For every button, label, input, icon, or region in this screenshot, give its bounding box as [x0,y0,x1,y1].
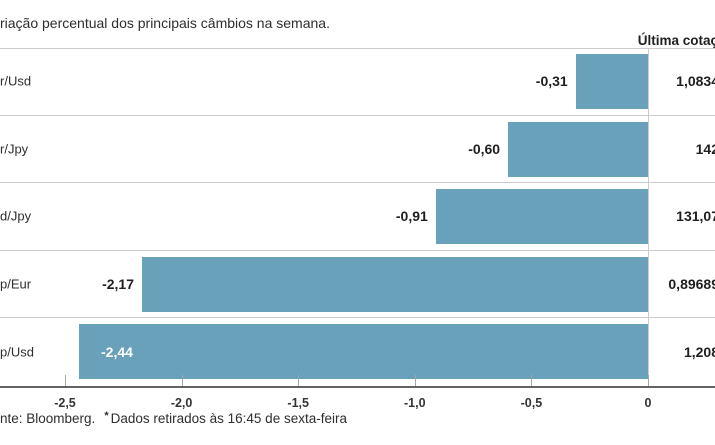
x-axis-tick-label: -1,0 [404,396,426,410]
chart-row-eur-jpy: r/Jpy -0,60 142 [0,116,715,184]
x-axis-tick [531,375,533,386]
x-axis-tick-label: -2,5 [54,396,76,410]
asterisk-marker: * [104,410,109,422]
bar-value-label: -2,44 [101,344,133,361]
bar-usd-jpy [435,189,648,245]
last-quote-value: 1,208 [683,344,715,361]
bar-gbp-eur [142,256,648,312]
chart-title: riação percentual dos principais câmbios… [0,15,330,31]
chart-row-usd-jpy: d/Jpy -0,91 131,07 [0,183,715,251]
last-quote-value: 0,89689 [668,276,715,293]
bar-value-label: -0,31 [535,73,568,90]
last-quote-value: 131,07 [676,208,715,225]
currency-pair-label: d/Jpy [0,208,32,224]
currency-pair-label: r/Jpy [0,141,29,157]
x-axis-tick [65,375,66,386]
zero-baseline [648,48,649,386]
x-axis-tick-label: -0,5 [520,396,543,410]
x-axis-tick-label: -2,0 [170,396,193,410]
currency-pair-label: p/Eur [0,276,32,292]
data-retrieval-note: Dados retirados às 16:45 de sexta-feira [110,411,347,426]
x-axis-tick [414,375,416,386]
x-axis-tick [181,375,183,386]
currency-pair-label: p/Usd [0,344,34,360]
bar-value-label: -0,60 [468,140,501,157]
last-quote-value: 1,0834 [676,73,715,90]
bar-eur-usd [575,54,648,109]
x-axis-tick [648,375,649,386]
x-axis-tick [298,375,300,386]
bar-gbp-usd [79,324,648,380]
currency-pair-label: r/Usd [0,73,32,89]
x-axis-tick-label: -1,5 [287,396,309,410]
source-text: nte: Bloomberg. [0,411,96,426]
last-quote-value: 142 [695,140,715,157]
bar-value-label: -2,17 [102,276,134,293]
x-axis-tick-label: 0 [644,396,652,410]
chart-row-eur-usd: r/Usd -0,31 1,0834 [0,48,715,116]
chart-row-gbp-usd: p/Usd -2,44 1,208 [0,318,715,386]
chart-row-gbp-eur: p/Eur -2,17 0,89689 [0,251,715,319]
bar-eur-jpy [508,121,648,177]
chart-top-border [0,48,715,49]
last-quote-column-header: Última cotaç [637,33,715,48]
source-note: nte: Bloomberg. * Dados retirados às 16:45… [0,410,347,426]
x-axis-line [0,386,715,388]
bar-value-label: -0,91 [395,208,428,225]
